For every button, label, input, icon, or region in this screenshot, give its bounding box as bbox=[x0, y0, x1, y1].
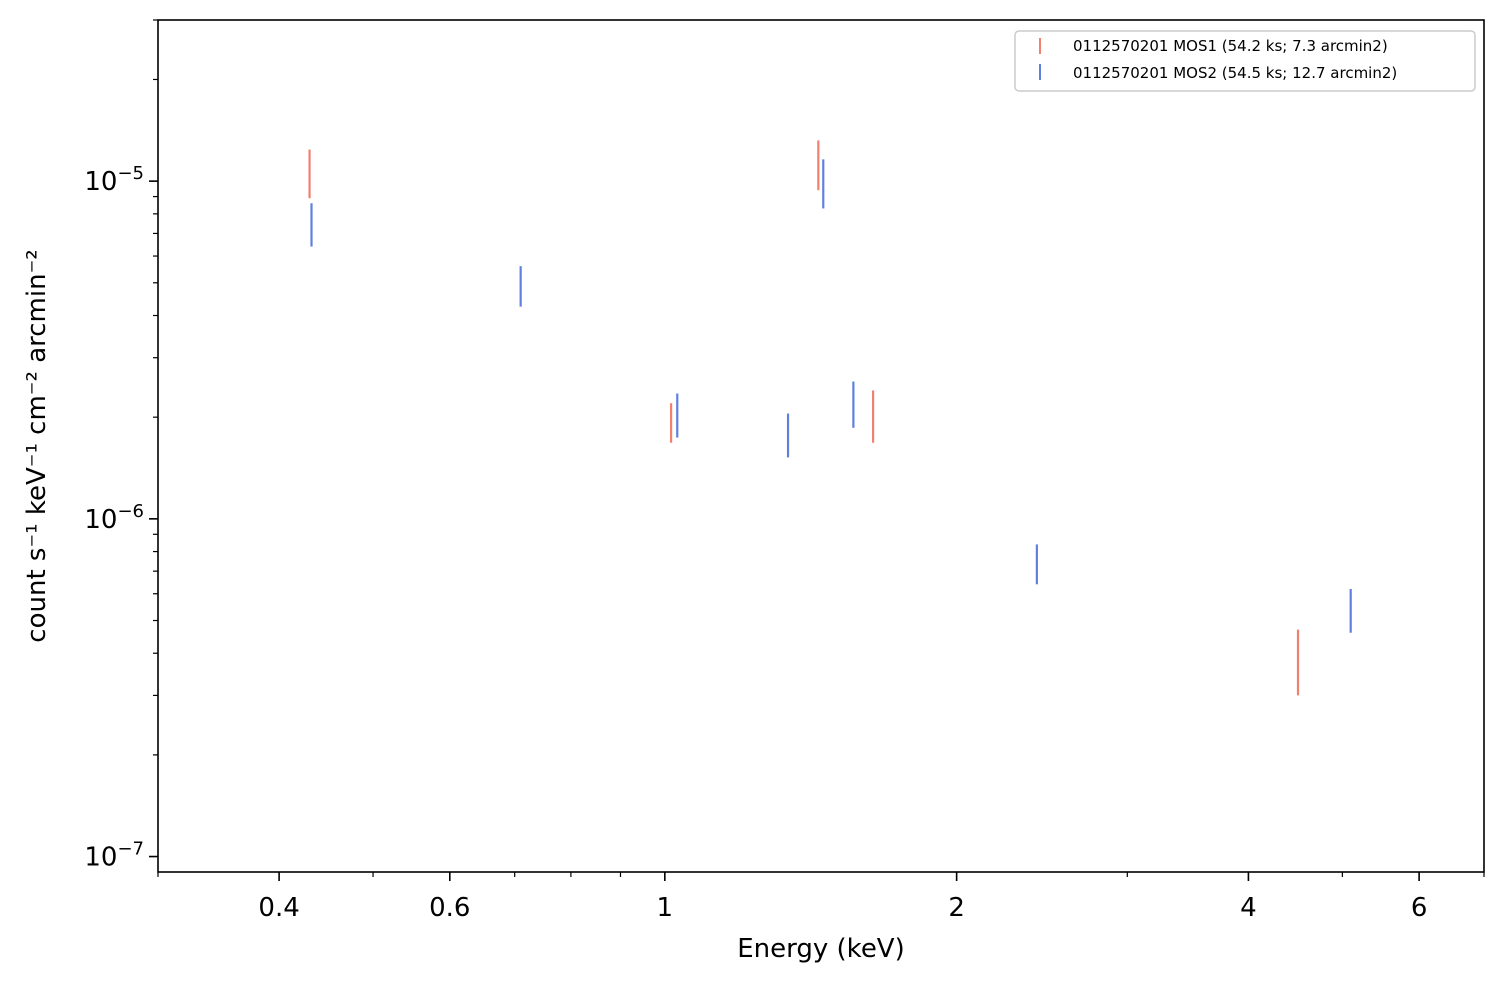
y-tick-base: 10 bbox=[84, 167, 117, 197]
legend-box bbox=[1014, 30, 1476, 92]
plot-frame bbox=[157, 19, 1485, 873]
legend-label-mos2: 0112570201 MOS2 (54.5 ks; 12.7 arcmin2) bbox=[1073, 64, 1397, 82]
y-tick-exponent: −7 bbox=[117, 839, 144, 860]
y-axis-label: count s⁻¹ keV⁻¹ cm⁻² arcmin⁻² bbox=[22, 249, 52, 642]
y-tick-label: 10−7 bbox=[84, 839, 144, 873]
legend-label-mos1: 0112570201 MOS1 (54.2 ks; 7.3 arcmin2) bbox=[1073, 37, 1388, 55]
y-tick-base: 10 bbox=[84, 843, 117, 873]
series-layer bbox=[308, 140, 1352, 696]
x-tick-label: 4 bbox=[1240, 893, 1257, 923]
series-mos2 bbox=[310, 159, 1352, 633]
legend: 0112570201 MOS1 (54.2 ks; 7.3 arcmin2) 0… bbox=[1014, 30, 1476, 92]
x-tick-label: 0.6 bbox=[429, 893, 470, 923]
x-tick-label: 1 bbox=[657, 893, 674, 923]
x-tick-label: 0.4 bbox=[258, 893, 299, 923]
series-mos1 bbox=[308, 140, 1300, 696]
x-tick-label: 2 bbox=[948, 893, 965, 923]
y-tick-label: 10−5 bbox=[84, 163, 144, 197]
y-tick-base: 10 bbox=[84, 505, 117, 535]
y-tick-exponent: −5 bbox=[117, 163, 144, 184]
x-tick-label: 6 bbox=[1411, 893, 1428, 923]
ticks-layer: 0.4 0.6 1 2 4 610−710−610−5 bbox=[84, 19, 1485, 923]
x-axis-label: Energy (keV) bbox=[737, 934, 905, 964]
y-tick-exponent: −6 bbox=[117, 501, 144, 522]
y-tick-label: 10−6 bbox=[84, 501, 144, 535]
